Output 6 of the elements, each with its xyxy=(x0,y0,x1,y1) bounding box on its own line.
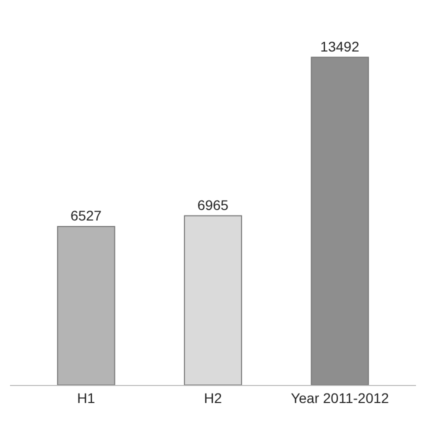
data-label: 6527 xyxy=(70,207,102,224)
data-label: 13492 xyxy=(320,38,360,54)
x-tick-label: H1 xyxy=(77,390,96,406)
x-tick-label: H2 xyxy=(204,390,222,406)
data-label: 6965 xyxy=(197,196,229,213)
x-tick-label: Year 2011-2012 xyxy=(290,390,390,406)
